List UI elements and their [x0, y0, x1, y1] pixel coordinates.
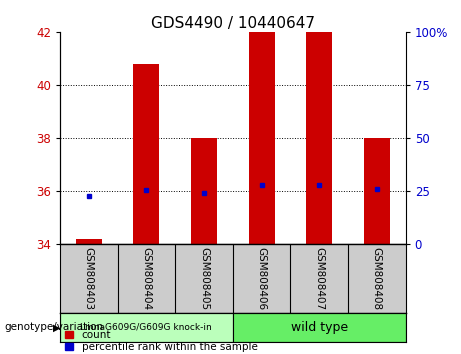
Text: GSM808403: GSM808403: [84, 247, 94, 310]
Title: GDS4490 / 10440647: GDS4490 / 10440647: [151, 16, 315, 31]
Bar: [60, 313, 233, 342]
Legend: count, percentile rank within the sample: count, percentile rank within the sample: [65, 330, 258, 352]
Text: GSM808407: GSM808407: [314, 247, 324, 310]
Bar: [364, 138, 390, 244]
Bar: [233, 313, 406, 342]
Text: GSM808408: GSM808408: [372, 247, 382, 310]
Text: GSM808406: GSM808406: [257, 247, 266, 310]
Bar: [76, 239, 102, 244]
Bar: [133, 64, 160, 244]
Text: ▶: ▶: [53, 322, 60, 332]
Bar: [306, 32, 332, 244]
Bar: [191, 138, 217, 244]
Text: LmnaG609G/G609G knock-in: LmnaG609G/G609G knock-in: [81, 323, 212, 332]
Text: wild type: wild type: [291, 321, 348, 334]
Text: GSM808405: GSM808405: [199, 247, 209, 310]
Bar: [248, 32, 275, 244]
Text: genotype/variation: genotype/variation: [5, 322, 104, 332]
Text: GSM808404: GSM808404: [142, 247, 151, 310]
